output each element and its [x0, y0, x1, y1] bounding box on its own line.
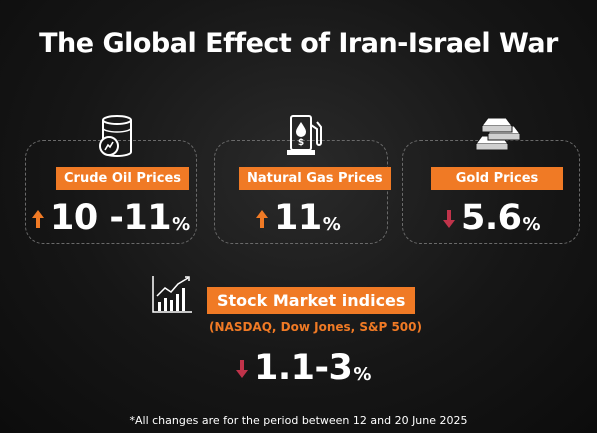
gold-unit: %	[522, 213, 541, 235]
stock-market-value: 1.1-3 %	[236, 348, 371, 388]
gold-value: 5.6 %	[443, 198, 541, 238]
gold-label: Gold Prices	[431, 167, 563, 190]
crude-oil-label: Crude Oil Prices	[56, 167, 189, 190]
stock-market-indices-list: (NASDAQ, Dow Jones, S&P 500)	[209, 320, 422, 334]
page-title: The Global Effect of Iran-Israel War	[39, 28, 558, 59]
up-arrow-icon	[32, 210, 44, 232]
stock-market-label: Stock Market indices	[207, 287, 416, 314]
down-arrow-icon	[236, 360, 248, 382]
stock-chart-icon	[150, 274, 194, 316]
crude-oil-value: 10 -11 %	[32, 198, 190, 238]
down-arrow-icon	[443, 210, 455, 232]
natural-gas-value: 11 %	[256, 198, 341, 238]
up-arrow-icon	[256, 210, 268, 232]
natural-gas-unit: %	[322, 213, 341, 235]
fuel-pump-icon: $	[282, 112, 326, 160]
stock-market-unit: %	[353, 363, 372, 385]
natural-gas-label: Natural Gas Prices	[239, 167, 391, 190]
gold-bars-icon	[472, 112, 522, 160]
gold-number: 5.6	[461, 198, 522, 238]
crude-oil-number: 10 -11	[50, 198, 172, 238]
oil-barrel-icon	[95, 112, 139, 160]
natural-gas-card	[214, 140, 388, 244]
svg-text:$: $	[298, 138, 304, 148]
stock-market-number: 1.1-3	[254, 348, 353, 388]
crude-oil-unit: %	[172, 213, 191, 235]
footnote: *All changes are for the period between …	[129, 414, 468, 427]
natural-gas-number: 11	[274, 198, 322, 238]
